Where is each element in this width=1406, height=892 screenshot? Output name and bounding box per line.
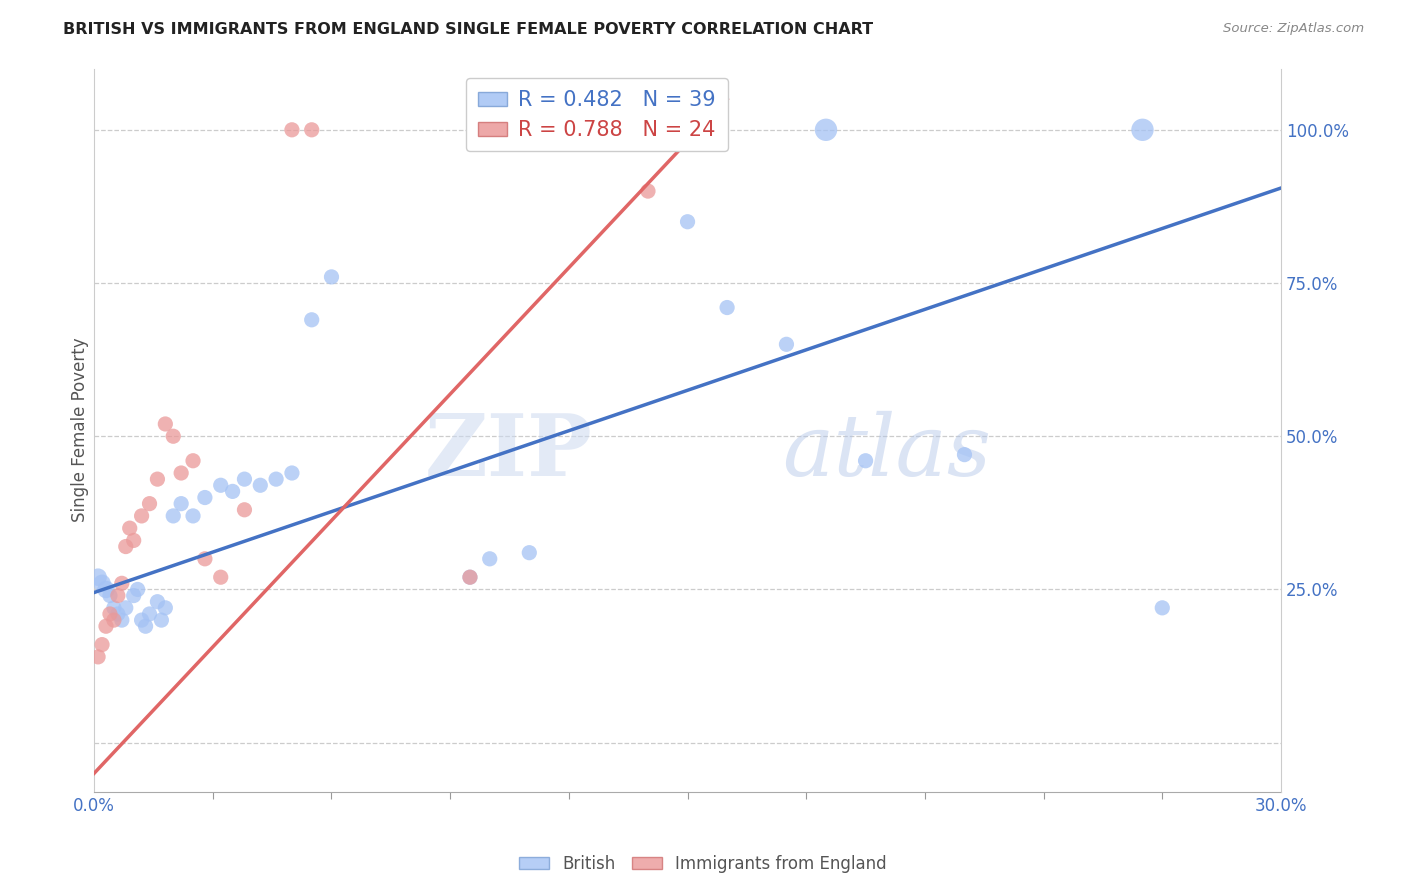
Point — [855, 454, 877, 468]
Point — [138, 607, 160, 621]
Point — [775, 337, 797, 351]
Point — [114, 540, 136, 554]
Point — [98, 589, 121, 603]
Point — [91, 576, 114, 591]
Point — [170, 497, 193, 511]
Point — [458, 570, 481, 584]
Point — [676, 215, 699, 229]
Point — [321, 269, 343, 284]
Point — [94, 582, 117, 597]
Point — [233, 472, 256, 486]
Point — [127, 582, 149, 597]
Point — [150, 613, 173, 627]
Point — [155, 417, 177, 431]
Point — [107, 589, 129, 603]
Point — [1132, 123, 1154, 137]
Text: atlas: atlas — [783, 410, 991, 493]
Legend: R = 0.482   N = 39, R = 0.788   N = 24: R = 0.482 N = 39, R = 0.788 N = 24 — [465, 78, 728, 152]
Point — [107, 607, 129, 621]
Text: ZIP: ZIP — [425, 409, 592, 494]
Point — [155, 600, 177, 615]
Point — [94, 619, 117, 633]
Point — [233, 503, 256, 517]
Point — [209, 570, 232, 584]
Point — [122, 589, 145, 603]
Y-axis label: Single Female Poverty: Single Female Poverty — [72, 338, 89, 523]
Point — [281, 466, 304, 480]
Point — [146, 595, 169, 609]
Point — [135, 619, 157, 633]
Point — [138, 497, 160, 511]
Point — [249, 478, 271, 492]
Point — [301, 313, 323, 327]
Point — [209, 478, 232, 492]
Point — [716, 301, 738, 315]
Point — [301, 123, 323, 137]
Point — [114, 600, 136, 615]
Point — [814, 123, 837, 137]
Point — [458, 570, 481, 584]
Point — [637, 184, 659, 198]
Point — [194, 491, 217, 505]
Point — [264, 472, 287, 486]
Point — [131, 613, 153, 627]
Point — [111, 576, 134, 591]
Point — [87, 649, 110, 664]
Point — [221, 484, 243, 499]
Point — [118, 521, 141, 535]
Point — [281, 123, 304, 137]
Point — [194, 551, 217, 566]
Point — [478, 551, 501, 566]
Point — [91, 638, 114, 652]
Point — [98, 607, 121, 621]
Point — [103, 613, 125, 627]
Point — [1152, 600, 1174, 615]
Text: Source: ZipAtlas.com: Source: ZipAtlas.com — [1223, 22, 1364, 36]
Point — [122, 533, 145, 548]
Point — [103, 600, 125, 615]
Point — [146, 472, 169, 486]
Text: BRITISH VS IMMIGRANTS FROM ENGLAND SINGLE FEMALE POVERTY CORRELATION CHART: BRITISH VS IMMIGRANTS FROM ENGLAND SINGL… — [63, 22, 873, 37]
Point — [131, 508, 153, 523]
Point — [162, 429, 184, 443]
Point — [953, 448, 976, 462]
Point — [111, 613, 134, 627]
Point — [162, 508, 184, 523]
Point — [87, 570, 110, 584]
Legend: British, Immigrants from England: British, Immigrants from England — [512, 848, 894, 880]
Point — [517, 546, 540, 560]
Point — [170, 466, 193, 480]
Point — [181, 508, 204, 523]
Point — [181, 454, 204, 468]
